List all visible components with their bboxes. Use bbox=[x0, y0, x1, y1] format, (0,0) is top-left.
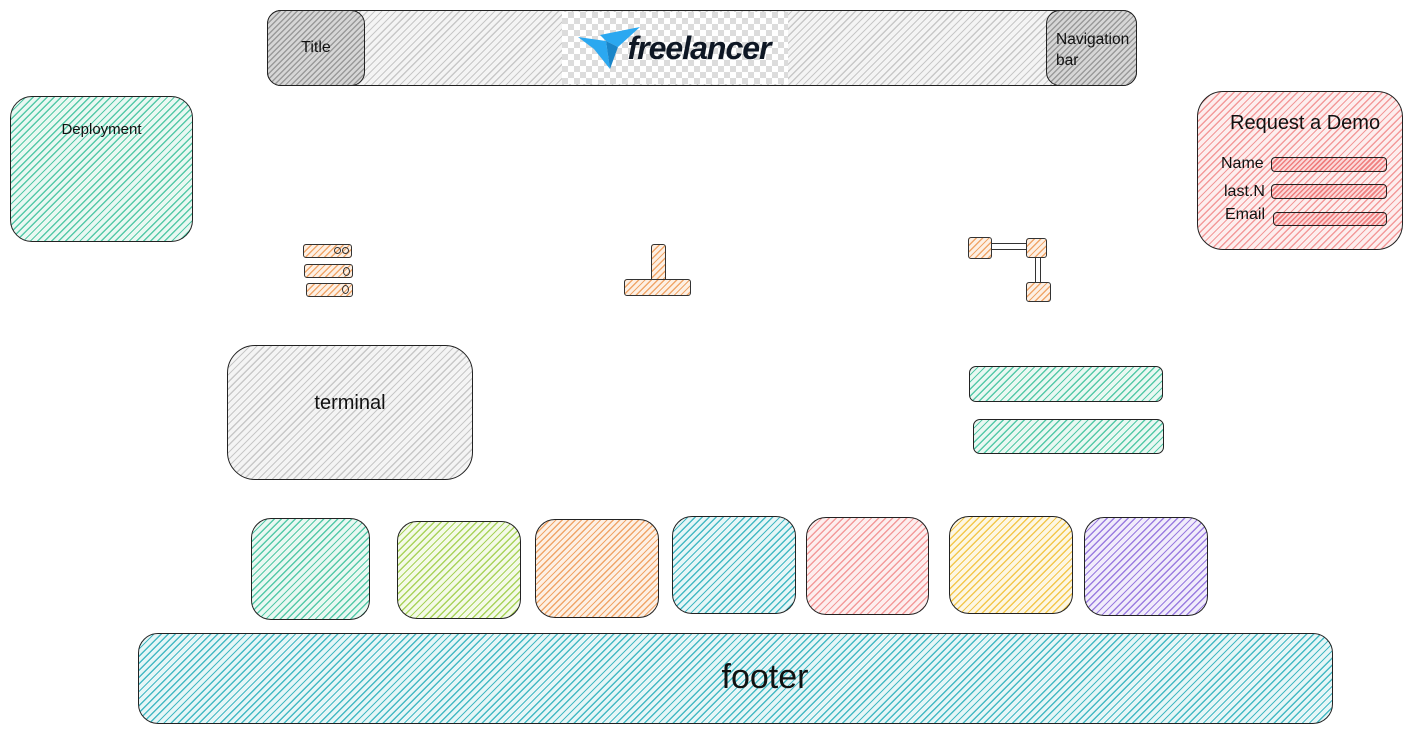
footer-label: footer bbox=[721, 658, 809, 696]
name-field[interactable] bbox=[1271, 157, 1387, 172]
footer: footer bbox=[138, 633, 1333, 724]
request-demo-form: Request a Demo Name last.N Email bbox=[1197, 91, 1403, 250]
flow-nodes-icon bbox=[966, 236, 1056, 304]
card-cyan[interactable] bbox=[672, 516, 796, 614]
stand-icon bbox=[624, 244, 694, 298]
request-demo-title: Request a Demo bbox=[1230, 112, 1381, 134]
navigation-bar-box[interactable]: Navigation bar bbox=[1046, 10, 1137, 86]
bar-2[interactable] bbox=[973, 419, 1164, 454]
terminal-panel[interactable]: terminal bbox=[227, 345, 473, 480]
email-label: Email bbox=[1225, 206, 1266, 223]
logo[interactable]: freelancer bbox=[562, 12, 788, 84]
card-pink[interactable] bbox=[806, 517, 929, 615]
name-label: Name bbox=[1221, 155, 1264, 172]
last-name-label: last.N bbox=[1224, 183, 1265, 200]
card-purple[interactable] bbox=[1084, 517, 1208, 616]
card-green[interactable] bbox=[397, 521, 521, 619]
title-label: Title bbox=[301, 39, 331, 56]
last-name-field[interactable] bbox=[1271, 184, 1387, 199]
logo-text: freelancer bbox=[627, 29, 772, 66]
freelancer-bird-icon bbox=[577, 27, 640, 69]
deployment-panel[interactable]: Deployment bbox=[10, 96, 193, 242]
email-field[interactable] bbox=[1273, 212, 1387, 226]
card-yellow[interactable] bbox=[949, 516, 1073, 614]
title-box[interactable]: Title bbox=[267, 10, 365, 86]
navigation-bar-label: Navigation bar bbox=[1056, 31, 1130, 69]
deployment-label: Deployment bbox=[61, 121, 142, 138]
card-orange[interactable] bbox=[535, 519, 659, 618]
terminal-label: terminal bbox=[314, 392, 386, 414]
bar-1[interactable] bbox=[969, 366, 1163, 402]
card-teal[interactable] bbox=[251, 518, 370, 620]
server-stack-icon bbox=[303, 242, 355, 300]
